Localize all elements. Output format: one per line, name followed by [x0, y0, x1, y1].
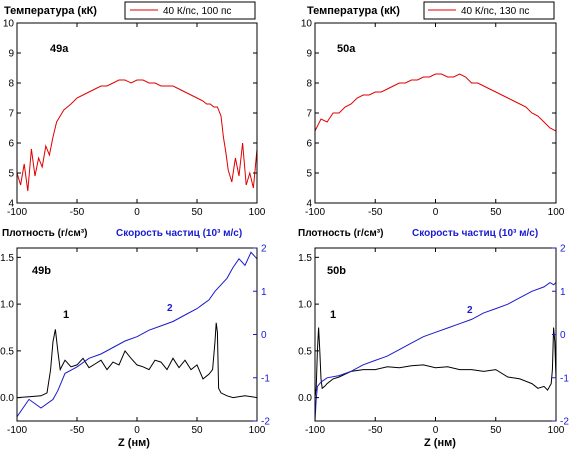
panel-49a-ytick-label: 4	[8, 199, 14, 210]
panel-49a-plot: -100 -50 0 50 100 4 5 6 7 8 9 10	[3, 19, 266, 219]
panel-49b-ytick-right-label: -2	[261, 417, 270, 428]
panel-49a-ytick-label: 8	[8, 79, 14, 90]
panel-49a-xtick-label: 50	[191, 207, 203, 218]
panel-49b-xtick-label: 100	[249, 425, 266, 436]
panel-49b-title-right: Скорость частиц (10³ м/с)	[116, 228, 242, 239]
panel-49a-xtick-label: -50	[70, 207, 85, 218]
panel-49b-curve-label-2: 2	[167, 303, 173, 314]
panel-49a-legend-text: 40 К/пс, 100 пс	[163, 6, 231, 17]
panel-50a-ytick-label: 4	[306, 199, 312, 210]
panel-50b-ytick-right-label: 0	[560, 330, 566, 341]
panel-50b-frame	[314, 247, 557, 422]
panel-49b-frame	[16, 247, 258, 422]
panel-49b-ytick-label: 1.0	[0, 300, 14, 311]
panel-49b-series-2	[17, 251, 257, 417]
panel-49b-xlabel: Z (нм)	[118, 437, 150, 449]
panel-50b-curve-label-1: 1	[330, 309, 336, 321]
panel-50a-xtick-label: 100	[548, 207, 565, 218]
panel-49b-xtick-label: -100	[7, 425, 27, 436]
panel-49b-series-1	[17, 322, 257, 399]
panel-50b-ytick-right-label: 1	[560, 287, 566, 298]
panel-49b-plot: -100 -50 0 50 100 0.0 0.5 1.0 1.5 -2 -1 0 1 2	[0, 244, 270, 437]
panel-50b-ytick-right-label: -2	[560, 417, 569, 428]
panel-50a-xtick-label: 0	[433, 207, 439, 218]
panel-49b-xtick-label: -50	[70, 425, 85, 436]
panel-49b-title-left: Плотность (г/см³)	[2, 228, 87, 239]
panel-49a-ytick-label: 5	[8, 169, 14, 180]
panel-50b: Плотность (г/см³) Скорость частиц (10³ м…	[298, 228, 569, 449]
panel-50b-ytick-label: 0.0	[298, 393, 312, 404]
panel-50a-ytick-label: 8	[306, 79, 312, 90]
panel-50b-title-right: Скорость частиц (10³ м/с)	[412, 228, 538, 239]
panel-50b-plot: -100 -50 0 50 100 0.0 0.5 1.0 1.5 -2 -1 0 1 2	[298, 244, 569, 437]
panel-50a-plot: -100 -50 0 50 100 4 5 6 7 8 9 10	[301, 19, 565, 219]
panel-50a-label: 50a	[337, 43, 356, 55]
panel-49a-legend-box	[124, 1, 256, 20]
panel-49b-ytick-right-label: -1	[261, 373, 270, 384]
panel-49a-xtick-label: -100	[7, 207, 27, 218]
panel-49a: Температура (кК) 40 К/пс, 100 пс 49a -10…	[3, 1, 266, 219]
panel-49a-ytick-label: 7	[8, 109, 14, 120]
panel-50b-xtick-label: 100	[548, 425, 565, 436]
panel-49b-ytick-right-label: 2	[261, 244, 267, 255]
panel-49a-series-1	[17, 79, 257, 192]
panel-50b-ytick-right-label: -1	[560, 373, 569, 384]
panel-50b-series-1	[315, 327, 556, 398]
panel-50b-xlabel: Z (нм)	[424, 437, 456, 449]
panel-50b-ytick-right-label: 2	[560, 244, 566, 255]
panel-50a-legend-text: 40 К/пс, 130 пс	[461, 6, 529, 17]
panel-50a-xtick-label: -100	[305, 207, 325, 218]
panel-49a-xtick-label: 0	[134, 207, 140, 218]
panel-50a-legend-box	[423, 1, 555, 20]
panel-50b-ytick-label: 1.5	[298, 253, 312, 264]
panel-50b-curve-label-2: 2	[467, 305, 473, 316]
panel-49b-curve-label-1: 1	[63, 309, 69, 321]
panel-50a: Температура (кК) 40 К/пс, 130 пс 50a -10…	[301, 1, 565, 219]
panel-49a-label: 49a	[50, 43, 69, 55]
panel-50a-title: Температура (кК)	[307, 5, 400, 17]
panel-50a-series-1	[315, 73, 556, 132]
panel-49b-ytick-label: 0.5	[0, 346, 14, 357]
panel-50b-series-2	[315, 282, 556, 421]
panel-50b-xtick-label: 50	[490, 425, 502, 436]
panel-50a-xtick-label: -50	[368, 207, 383, 218]
panel-50b-label: 50b	[327, 265, 346, 277]
panel-50a-ytick-label: 5	[306, 169, 312, 180]
panel-49b-ytick-right-label: 1	[261, 287, 267, 298]
panel-50a-ytick-label: 10	[301, 19, 313, 30]
panel-49a-xtick-label: 100	[249, 207, 266, 218]
panel-50b-ytick-label: 0.5	[298, 346, 312, 357]
panel-49a-title: Температура (кК)	[4, 5, 97, 17]
panel-49b-ytick-label: 0.0	[0, 393, 14, 404]
panel-49b-ytick-label: 1.5	[0, 253, 14, 264]
panel-49a-ytick-label: 6	[8, 139, 14, 150]
panel-49a-ytick-label: 10	[3, 19, 15, 30]
panel-49b-xtick-label: 50	[191, 425, 203, 436]
panel-50b-title-left: Плотность (г/см³)	[298, 228, 383, 239]
panel-50b-ytick-label: 1.0	[298, 300, 312, 311]
panel-49b: Плотность (г/см³) Скорость частиц (10³ м…	[0, 228, 270, 449]
panel-49b-xtick-label: 0	[134, 425, 140, 436]
panel-50b-xtick-label: -100	[305, 425, 325, 436]
panel-50a-ytick-label: 9	[306, 49, 312, 60]
panel-50b-xtick-label: 0	[433, 425, 439, 436]
panel-50a-ytick-label: 7	[306, 109, 312, 120]
panel-50a-ytick-label: 6	[306, 139, 312, 150]
panel-49a-ytick-label: 9	[8, 49, 14, 60]
panel-49b-ytick-right-label: 0	[261, 330, 267, 341]
panel-50a-xtick-label: 50	[490, 207, 502, 218]
panel-49b-label: 49b	[32, 265, 51, 277]
panel-50b-xtick-label: -50	[368, 425, 383, 436]
